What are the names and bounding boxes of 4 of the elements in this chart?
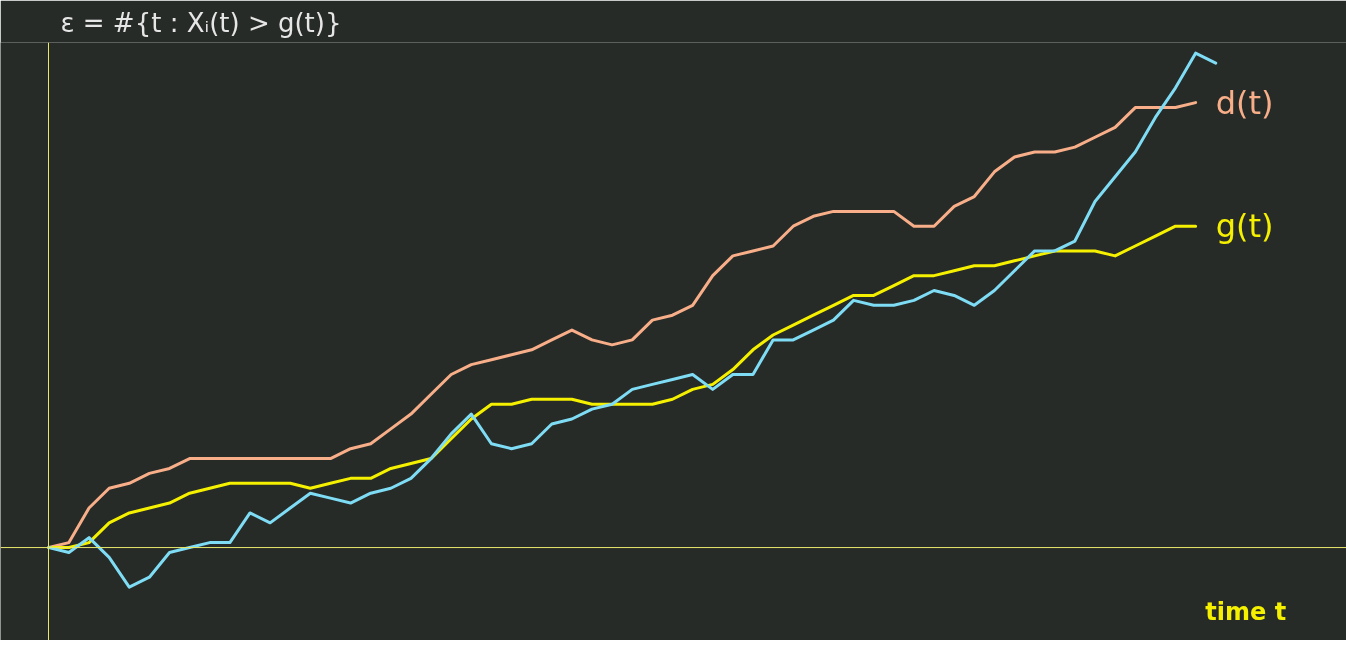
chart-title: ε = #{t : Xᵢ(t) > g(t)} (60, 7, 342, 38)
series-label: d(t) (1215, 83, 1274, 122)
x-axis-title: time t (1205, 597, 1287, 626)
series-label: g(t) (1215, 207, 1274, 246)
